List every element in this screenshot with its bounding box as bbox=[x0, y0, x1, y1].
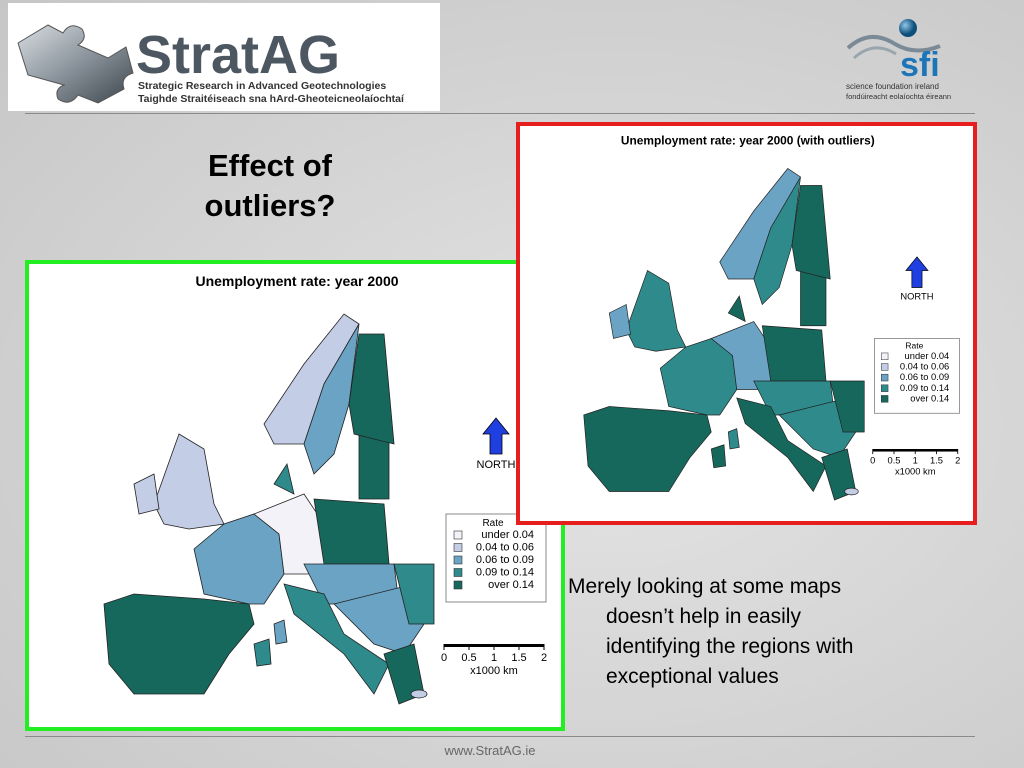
region bbox=[608, 303, 631, 339]
legend-box bbox=[445, 513, 547, 603]
region bbox=[583, 406, 712, 492]
sfi-logo: sfi science foundation ireland fondúirea… bbox=[840, 14, 970, 106]
stratag-logo: StratAG Strategic Research in Advanced G… bbox=[8, 3, 440, 111]
map-title: Unemployment rate: year 2000 (with outli… bbox=[621, 134, 875, 148]
footer-rule bbox=[25, 736, 975, 737]
region bbox=[800, 270, 827, 327]
puzzle-icon bbox=[17, 24, 134, 104]
map: Unemployment rate: year 2000 (with outli… bbox=[583, 134, 960, 501]
legend-label: 0.04 to 0.06 bbox=[900, 362, 949, 372]
region bbox=[727, 428, 740, 450]
legend-swatch bbox=[453, 555, 463, 565]
sfi-swoosh bbox=[852, 46, 897, 60]
map: Unemployment rate: year 2000 NORTH Rateund… bbox=[103, 273, 547, 705]
slide-title: Effect of outliers? bbox=[150, 146, 390, 226]
scale-label: 2 bbox=[955, 455, 960, 465]
legend-label: 0.04 to 0.06 bbox=[476, 542, 534, 554]
map-title: Unemployment rate: year 2000 bbox=[195, 273, 398, 289]
body-text: Merely looking at some maps doesn’t help… bbox=[568, 572, 853, 692]
legend-label: under 0.04 bbox=[905, 351, 950, 361]
region bbox=[844, 487, 859, 496]
logo-name: StratAG bbox=[136, 25, 340, 85]
region bbox=[829, 380, 865, 433]
scale-label: 0.5 bbox=[888, 455, 901, 465]
region bbox=[103, 593, 255, 695]
legend-label: under 0.04 bbox=[481, 529, 534, 541]
scale-label: 0 bbox=[441, 652, 447, 664]
sfi-line1: science foundation ireland bbox=[846, 82, 939, 91]
region bbox=[348, 333, 395, 445]
legend-label: over 0.14 bbox=[488, 579, 534, 591]
region bbox=[313, 498, 390, 565]
legend-label: over 0.14 bbox=[910, 393, 949, 403]
scale-unit: x1000 km bbox=[470, 665, 518, 677]
legend-swatch bbox=[453, 530, 463, 540]
sfi-name: sfi bbox=[900, 46, 940, 84]
legend-swatch bbox=[880, 395, 889, 403]
scale-label: 1 bbox=[491, 652, 497, 664]
north-arrow bbox=[905, 256, 929, 288]
legend-swatch bbox=[453, 543, 463, 552]
map-content: Unemployment rate: year 2000 (with outli… bbox=[583, 134, 960, 501]
body-line: doesn’t help in easily bbox=[606, 605, 801, 628]
legend-label: 0.09 to 0.14 bbox=[900, 383, 949, 393]
logo-tagline: Strategic Research in Advanced Geotechno… bbox=[138, 80, 386, 92]
region bbox=[625, 269, 687, 352]
body-line: exceptional values bbox=[606, 665, 779, 688]
title-line: Effect of bbox=[208, 148, 332, 183]
scale-label: 0 bbox=[870, 455, 875, 465]
footer: www.StratAG.ie bbox=[444, 743, 536, 758]
region bbox=[253, 638, 272, 667]
region bbox=[791, 185, 831, 280]
legend-swatch bbox=[453, 580, 463, 590]
sfi-graphic: sfi science foundation ireland fondúirea… bbox=[846, 19, 951, 101]
legend-title: Rate bbox=[482, 518, 504, 529]
legend-label: 0.09 to 0.14 bbox=[476, 567, 534, 579]
body-line: identifying the regions with bbox=[606, 635, 854, 658]
legend-label: 0.06 to 0.09 bbox=[900, 372, 949, 382]
map-panel: Unemployment rate: year 2000 NORTH Rate und… bbox=[25, 260, 565, 731]
scale-label: 1.5 bbox=[511, 652, 526, 664]
north-label: NORTH bbox=[477, 459, 516, 471]
sfi-sphere bbox=[899, 19, 917, 37]
north-label: NORTH bbox=[900, 291, 933, 301]
logo-tagline-irish: Taighde Straitéiseach sna hArd-Gheoteicn… bbox=[138, 93, 405, 105]
logo-graphic: StratAG Strategic Research in Advanced G… bbox=[17, 24, 405, 105]
scale-label: 1 bbox=[913, 455, 918, 465]
region bbox=[727, 295, 746, 323]
region bbox=[283, 583, 390, 695]
header-rule bbox=[25, 113, 975, 114]
region bbox=[153, 433, 225, 530]
map-content: Unemployment rate: year 2000 NORTH Rateund… bbox=[103, 273, 547, 705]
region bbox=[761, 325, 827, 382]
region bbox=[273, 619, 288, 645]
title-line: outliers? bbox=[204, 188, 336, 223]
region bbox=[133, 473, 160, 515]
legend-title: Rate bbox=[905, 341, 923, 351]
region bbox=[358, 433, 390, 500]
scale-label: 0.5 bbox=[461, 652, 476, 664]
north-arrow bbox=[482, 417, 510, 455]
region bbox=[736, 397, 827, 493]
sfi-line2: fondúireacht eolaíochta éireann bbox=[846, 92, 951, 101]
scale-label: 1.5 bbox=[930, 455, 943, 465]
legend-swatch bbox=[880, 352, 889, 361]
region bbox=[393, 563, 435, 625]
legend-label: 0.06 to 0.09 bbox=[476, 554, 534, 566]
legend-swatch bbox=[880, 384, 889, 392]
sfi-swoosh bbox=[846, 35, 941, 53]
region bbox=[273, 462, 295, 495]
scale-label: 2 bbox=[541, 652, 547, 664]
legend-swatch bbox=[880, 363, 889, 371]
legend-swatch bbox=[880, 373, 889, 382]
region bbox=[410, 689, 428, 699]
legend-box bbox=[874, 338, 960, 414]
scale-unit: x1000 km bbox=[895, 467, 936, 477]
body-line: Merely looking at some maps bbox=[568, 575, 842, 598]
region bbox=[710, 444, 727, 469]
map-panel: Unemployment rate: year 2000 (with outli… bbox=[516, 122, 977, 525]
legend-swatch bbox=[453, 568, 463, 577]
